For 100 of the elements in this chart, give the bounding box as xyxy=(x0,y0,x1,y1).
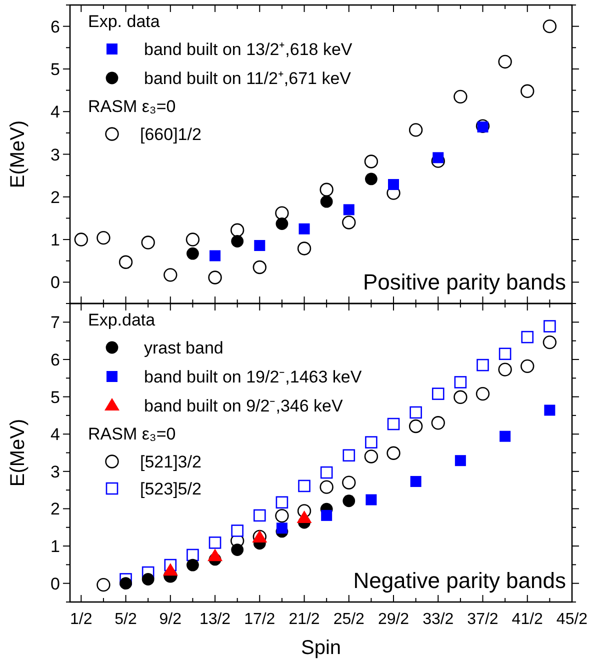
point xyxy=(208,536,222,549)
point xyxy=(320,195,333,208)
point xyxy=(343,204,354,216)
point xyxy=(141,236,155,250)
point xyxy=(254,240,266,252)
point xyxy=(231,235,244,248)
x-tick-label: 37/2 xyxy=(467,611,498,628)
point xyxy=(365,172,378,186)
point xyxy=(342,216,356,230)
point xyxy=(365,436,378,448)
x-tick-label: 9/2 xyxy=(159,611,182,628)
point xyxy=(296,510,312,524)
point xyxy=(186,232,200,246)
point xyxy=(454,455,466,466)
point xyxy=(253,509,266,522)
y-tick-label: 4 xyxy=(50,102,60,122)
point xyxy=(432,152,444,164)
point xyxy=(387,418,400,430)
point xyxy=(410,406,422,419)
x-tick-label: 13/2 xyxy=(199,611,231,628)
point xyxy=(476,386,490,401)
x-tick-label: 1/2 xyxy=(70,611,92,628)
point xyxy=(118,255,133,269)
y-tick-label: 1 xyxy=(50,537,60,556)
x-tick-label: 29/2 xyxy=(378,611,410,628)
point xyxy=(276,522,288,534)
point xyxy=(320,480,334,494)
x-tick-label: 33/2 xyxy=(422,611,454,628)
y-tick-label: 0 xyxy=(50,574,60,594)
point xyxy=(498,348,512,360)
point xyxy=(297,242,312,256)
legend-label: band built on 19/2⁻,1463 keV xyxy=(144,368,362,386)
point xyxy=(230,223,244,238)
point xyxy=(320,182,334,196)
point xyxy=(186,247,199,260)
y-tick-label: 5 xyxy=(50,60,60,79)
legend-label: band built on 9/2⁻,346 keV xyxy=(144,396,344,416)
point xyxy=(388,179,400,190)
legend-label: yrast band xyxy=(144,338,224,358)
point xyxy=(186,558,199,572)
legend-title: Exp. data xyxy=(88,12,160,31)
y-tick-label: 4 xyxy=(50,425,60,444)
point xyxy=(520,359,534,374)
point xyxy=(454,90,468,104)
y-tick-label: 5 xyxy=(50,388,60,407)
point xyxy=(298,480,310,492)
y-tick-label: 0 xyxy=(50,273,60,292)
x-tick-label: 41/2 xyxy=(512,611,544,628)
point xyxy=(210,250,221,262)
point xyxy=(162,563,178,576)
point xyxy=(544,404,556,416)
legend-label: [660]1/2 xyxy=(140,125,202,144)
point xyxy=(120,577,132,590)
point xyxy=(520,84,534,98)
point xyxy=(542,335,557,350)
legend-label: [523]5/2 xyxy=(140,480,202,498)
y-tick-label: 6 xyxy=(50,17,60,36)
point xyxy=(342,494,356,508)
y-tick-label: 7 xyxy=(50,313,60,332)
point xyxy=(521,330,534,344)
y-tick-label: 3 xyxy=(50,462,60,482)
point xyxy=(74,232,88,246)
y-tick-label: 1 xyxy=(50,230,60,250)
annotation: RASM ε₃=0 xyxy=(88,424,176,444)
point xyxy=(298,223,310,234)
annotation: Positive parity bands xyxy=(363,270,566,294)
point xyxy=(96,230,110,245)
point xyxy=(386,446,400,460)
point xyxy=(542,19,557,34)
point xyxy=(231,544,244,556)
y-tick-label: 2 xyxy=(50,188,60,207)
legend-label: band built on 13/2⁺,618 keV xyxy=(144,40,353,59)
point xyxy=(408,123,423,137)
annotation: Negative parity bands xyxy=(353,568,566,593)
point xyxy=(342,449,356,462)
annotation: RASM ε₃=0 xyxy=(88,97,176,116)
x-tick-label: 17/2 xyxy=(244,611,276,628)
point xyxy=(208,548,223,562)
point xyxy=(320,466,333,479)
x-tick-label: 5/2 xyxy=(114,611,137,628)
point xyxy=(164,268,178,282)
point xyxy=(342,476,356,490)
point xyxy=(276,218,288,230)
x-tick-label: 45/2 xyxy=(556,611,588,628)
legend-label: band built on 11/2⁺,671 keV xyxy=(144,69,352,88)
y-axis-title: E(MeV) xyxy=(7,120,29,188)
point xyxy=(454,390,468,404)
x-axis-title: Spin xyxy=(300,637,342,659)
point xyxy=(275,508,289,523)
point xyxy=(408,419,423,434)
point xyxy=(498,54,512,69)
point xyxy=(96,578,110,592)
y-tick-label: 6 xyxy=(50,350,60,370)
y-tick-label: 2 xyxy=(50,500,60,519)
point xyxy=(321,510,332,521)
point xyxy=(231,524,244,537)
point xyxy=(364,154,378,168)
x-tick-label: 21/2 xyxy=(288,611,320,628)
point xyxy=(432,388,444,400)
point xyxy=(498,362,512,376)
